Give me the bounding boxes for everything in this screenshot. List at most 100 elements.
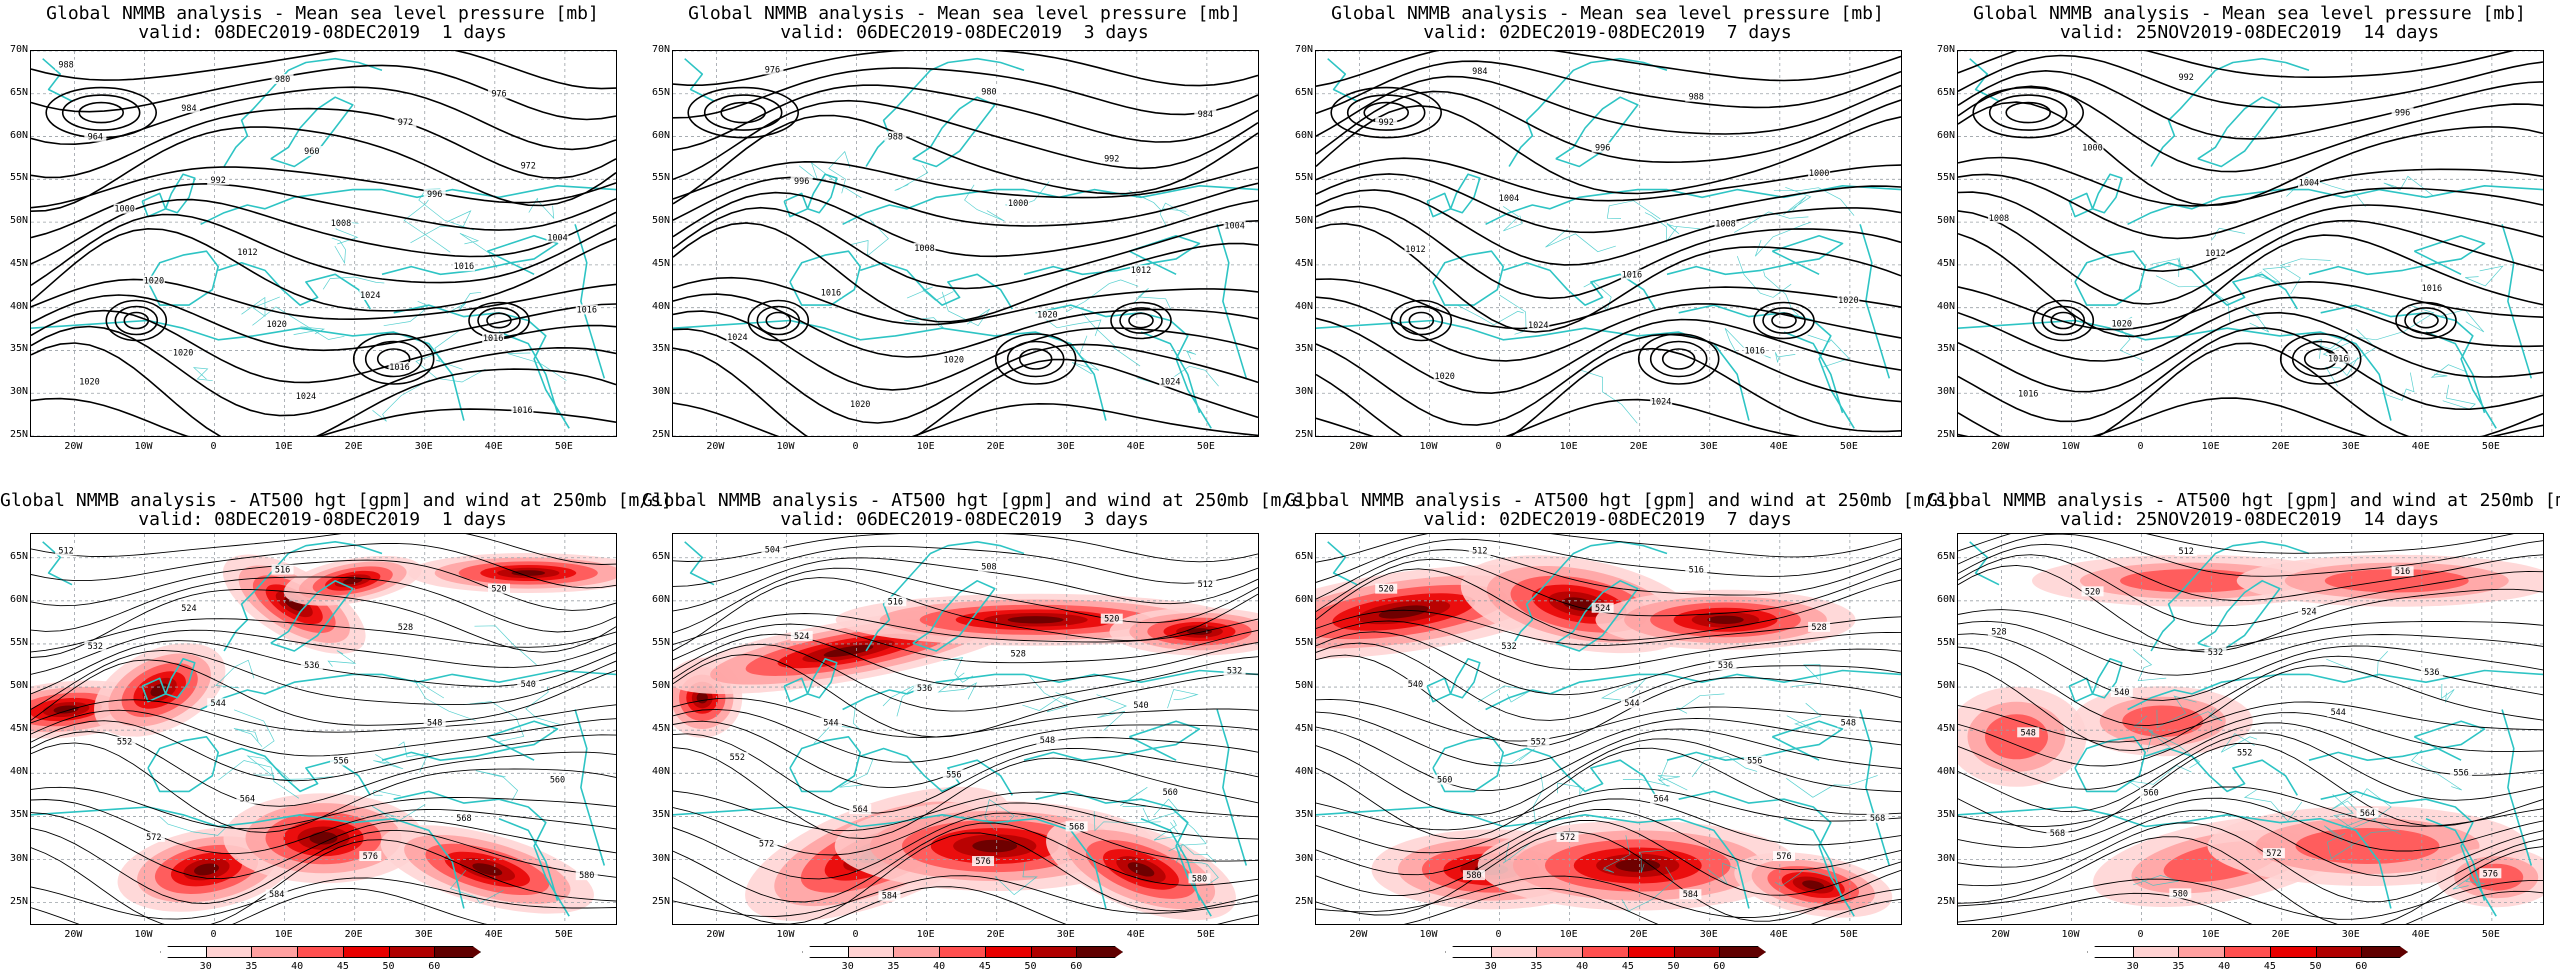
wind-shading: [1958, 554, 2543, 908]
contour-label: 1012: [237, 248, 257, 258]
y-tick-label: 65N: [651, 550, 670, 562]
y-tick-label: 55N: [1294, 172, 1313, 184]
borders: [1477, 664, 1878, 912]
chart-subtitle: valid: 08DEC2019-08DEC2019 1 days: [138, 509, 507, 530]
x-tick-label: 10E: [1559, 441, 1578, 452]
y-tick-label: 70N: [1936, 44, 1955, 55]
colorbar-label: 45: [1621, 961, 1634, 972]
x-tick-label: 20W: [64, 441, 83, 452]
x-tick-label: 40E: [1769, 441, 1788, 452]
contour-label: 992: [2178, 73, 2193, 83]
map-plot-area: 988 980 976 984 972 964 960 972 992 996 1000 1008 10…: [30, 50, 617, 437]
x-tick-label: 20E: [1629, 929, 1648, 940]
y-tick-label: 40N: [651, 766, 670, 778]
chart-title: Global NMMB analysis - Mean sea level pr…: [1331, 3, 1884, 24]
chart-panel-2: Global NMMB analysis - Mean sea level pr…: [642, 0, 1287, 480]
chart-title: Global NMMB analysis - Mean sea level pr…: [688, 3, 1241, 24]
borders: [798, 150, 1219, 387]
x-tick-label: 50E: [1196, 441, 1215, 452]
map-plot-area: 992 996 1000 1004 1008 1012 1016 1020 1016 1016: [1957, 50, 2544, 437]
x-tick-label: 50E: [2481, 929, 2500, 940]
colorbar-label: 60: [1713, 961, 1726, 972]
contour-label: 1008: [914, 244, 934, 254]
chart-title: Global NMMB analysis - AT500 hgt [gpm] a…: [642, 490, 1314, 511]
colorbar-label: 35: [245, 961, 258, 972]
colorbar-segment: [1076, 946, 1123, 958]
contour-label: 1020: [1838, 296, 1858, 306]
y-tick-label: 30N: [651, 386, 670, 398]
contour-label: 544: [2331, 708, 2346, 718]
colorbar-segment: [1030, 946, 1078, 958]
contour-label: 1004: [547, 233, 567, 243]
contour-label: 988: [58, 61, 73, 71]
y-tick-label: 50N: [9, 680, 28, 692]
contour-label: 568: [456, 814, 471, 824]
map-svg: 512 516 520 524 528 532 536 540 544 548 552 556 560 5…: [1958, 534, 2543, 924]
y-tick-label: 45N: [9, 257, 28, 269]
y-tick-label: 25N: [1936, 895, 1955, 907]
y-tick-label: 40N: [651, 300, 670, 312]
contour-label: 560: [1437, 776, 1452, 786]
borders: [813, 657, 1219, 896]
borders: [159, 625, 563, 904]
y-tick-label: 55N: [1936, 636, 1955, 648]
colorbar-label: 30: [1484, 961, 1497, 972]
colorbar: [1445, 946, 1766, 960]
colorbar-segment: [1536, 946, 1584, 958]
x-tick-label: 40E: [2411, 441, 2430, 452]
contour-label: 576: [1776, 852, 1791, 862]
contour-label: 580: [2173, 889, 2188, 899]
colorbar-segment: [2315, 946, 2363, 958]
colorbar-label: 40: [933, 961, 946, 972]
contour-label: 580: [1192, 874, 1207, 884]
y-tick-label: 40N: [1936, 766, 1955, 778]
y-tick-label: 30N: [9, 852, 28, 864]
y-tick-label: 60N: [1294, 129, 1313, 141]
contour-label: 988: [1689, 93, 1704, 103]
y-tick-label: 40N: [9, 300, 28, 312]
contour-lines: [1316, 51, 1901, 436]
contour-label: 532: [1227, 667, 1242, 677]
x-tick-label: 20W: [706, 441, 725, 452]
y-tick-label: 35N: [9, 809, 28, 821]
y-tick-label: 55N: [1294, 636, 1313, 648]
y-tick-label: 50N: [1936, 215, 1955, 227]
y-tick-label: 45N: [1936, 723, 1955, 735]
coastlines: [1958, 57, 2543, 429]
y-tick-label: 35N: [651, 809, 670, 821]
chart-panel-7: Global NMMB analysis - AT500 hgt [gpm] a…: [1285, 483, 1957, 972]
y-tick-label: 25N: [1294, 895, 1313, 907]
x-tick-label: 10W: [1419, 929, 1438, 940]
contour-label: 1000: [1008, 199, 1028, 209]
contour-label: 1024: [1528, 321, 1548, 331]
contour-label: 1024: [727, 333, 747, 343]
x-tick-label: 40E: [484, 441, 503, 452]
x-tick-label: 50E: [1839, 441, 1858, 452]
y-tick-label: 30N: [1936, 852, 1955, 864]
x-tick-label: 30E: [414, 929, 433, 940]
contour-label: 576: [2483, 869, 2498, 879]
contour-label: 988: [888, 132, 903, 142]
x-tick-label: 10W: [2061, 441, 2080, 452]
contour-label: 992: [1104, 155, 1119, 165]
x-tick-label: 40E: [1126, 929, 1145, 940]
colorbar-segment: [2132, 946, 2180, 958]
y-tick-label: 45N: [651, 723, 670, 735]
contour-label: 556: [333, 757, 348, 767]
y-tick-label: 30N: [1936, 386, 1955, 398]
y-tick-label: 25N: [651, 429, 670, 440]
x-tick-label: 0: [1495, 441, 1502, 452]
colorbar-label: 45: [978, 961, 991, 972]
y-tick-label: 40N: [1294, 766, 1313, 778]
y-tick-label: 45N: [9, 723, 28, 735]
colorbar-label: 45: [2263, 961, 2276, 972]
contour-label: 576: [975, 857, 990, 867]
contour-lines: [1958, 51, 2543, 436]
y-tick-label: 70N: [1294, 44, 1313, 55]
colorbar: [160, 946, 481, 960]
y-tick-label: 65N: [651, 86, 670, 98]
x-tick-label: 30E: [1699, 441, 1718, 452]
contour-label: 548: [1841, 718, 1856, 728]
y-tick-label: 30N: [651, 852, 670, 864]
contour-label: 1020: [1037, 311, 1057, 321]
